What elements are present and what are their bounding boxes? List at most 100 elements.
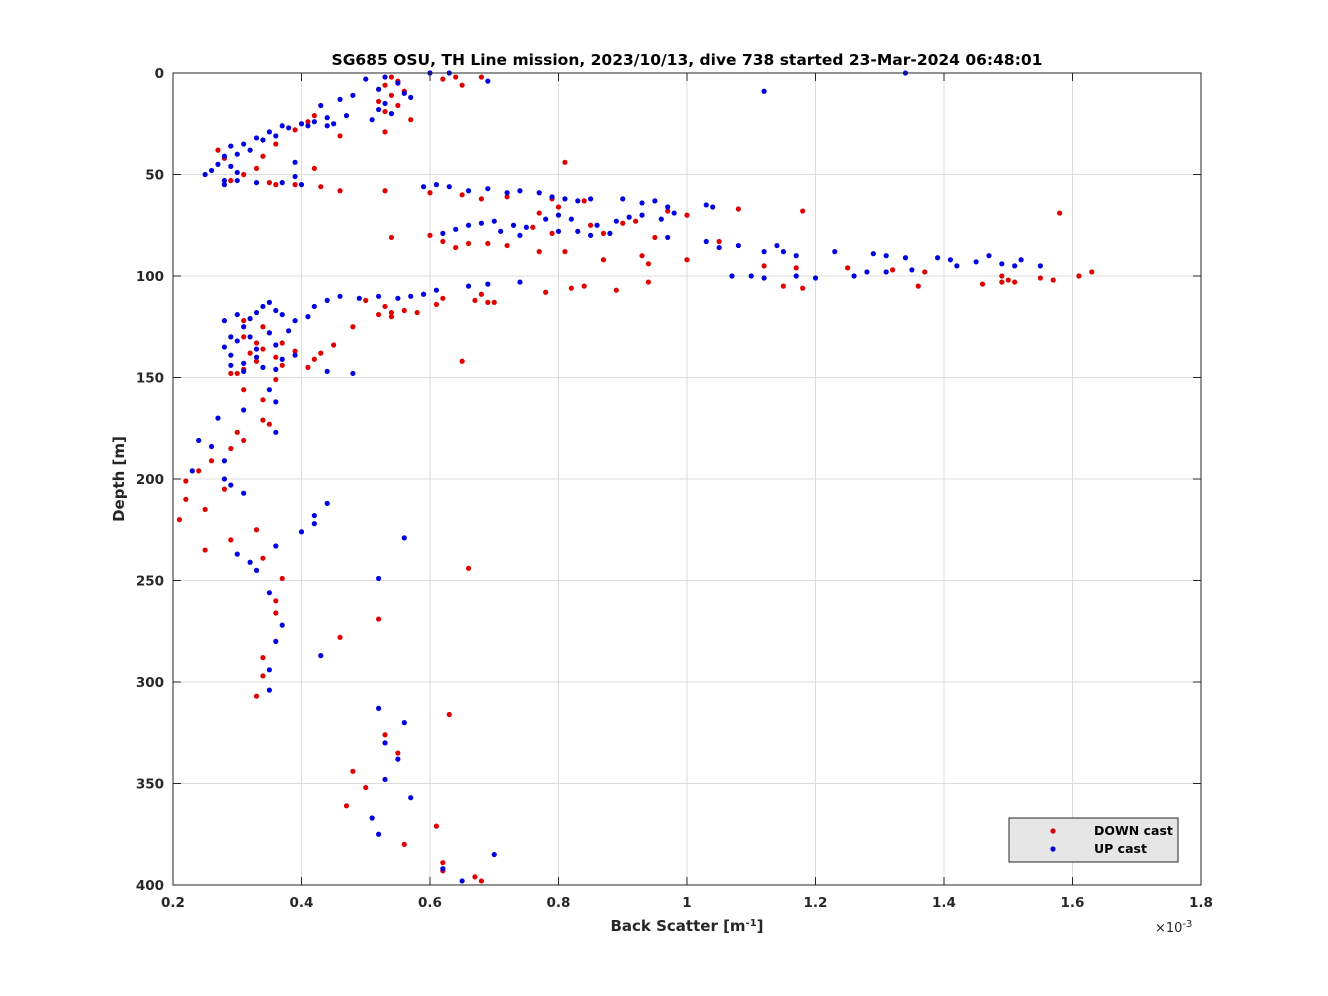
down-cast-point bbox=[459, 82, 465, 88]
up-cast-point bbox=[266, 667, 272, 673]
up-cast-point bbox=[273, 307, 279, 314]
down-cast-point bbox=[491, 299, 497, 305]
up-cast-point bbox=[215, 161, 221, 167]
x-tick-label: 0.2 bbox=[161, 895, 185, 911]
up-cast-point bbox=[954, 263, 960, 269]
down-cast-point bbox=[465, 240, 472, 247]
up-cast-point bbox=[253, 346, 260, 352]
down-cast-point bbox=[800, 285, 806, 291]
down-cast-point bbox=[318, 184, 324, 190]
y-tick-label: 200 bbox=[136, 472, 164, 488]
down-cast-point bbox=[183, 478, 189, 484]
up-cast-point bbox=[665, 204, 671, 210]
up-cast-point bbox=[266, 299, 272, 305]
down-cast-point bbox=[504, 194, 510, 200]
up-cast-point bbox=[273, 342, 279, 348]
down-cast-point bbox=[208, 458, 215, 464]
down-cast-point bbox=[337, 188, 343, 194]
up-cast-point bbox=[376, 705, 382, 711]
up-cast-point bbox=[485, 281, 491, 287]
up-cast-point bbox=[433, 287, 440, 293]
down-cast-point bbox=[279, 575, 285, 582]
up-cast-point bbox=[1018, 257, 1024, 263]
down-cast-point bbox=[800, 208, 806, 214]
up-cast-point bbox=[902, 255, 909, 261]
down-cast-point bbox=[1037, 275, 1043, 281]
up-cast-point bbox=[761, 249, 767, 255]
down-cast-point bbox=[228, 537, 234, 543]
up-cast-point bbox=[324, 297, 330, 303]
up-cast-point bbox=[241, 324, 247, 330]
up-cast-point bbox=[208, 443, 215, 450]
up-cast-point bbox=[382, 740, 388, 746]
x-tick-label: 0.6 bbox=[418, 895, 442, 911]
up-cast-point bbox=[761, 88, 767, 94]
x-tick-label: 1.2 bbox=[804, 895, 828, 911]
up-cast-point bbox=[266, 330, 272, 336]
y-tick-label: 250 bbox=[136, 574, 164, 590]
up-cast-point bbox=[568, 216, 574, 222]
down-cast-point bbox=[684, 212, 690, 218]
up-cast-point bbox=[703, 238, 709, 245]
down-cast-point bbox=[478, 74, 484, 80]
down-cast-point bbox=[241, 171, 247, 178]
up-cast-point bbox=[292, 352, 298, 358]
axis-ticks: 0.2 0.4 0.6 0.8 1 1.2 1.4 1.6 1.8 0 50 100 150 200 250… bbox=[136, 66, 1213, 911]
y-tick-label: 400 bbox=[136, 878, 164, 894]
down-cast-point bbox=[408, 117, 414, 123]
up-cast-point bbox=[247, 559, 253, 565]
down-cast-point bbox=[735, 206, 742, 212]
up-cast-point bbox=[202, 171, 208, 178]
down-cast-point bbox=[453, 74, 459, 80]
down-cast-point bbox=[478, 878, 484, 884]
x-tick-label: 1 bbox=[682, 895, 691, 911]
up-cast-point bbox=[517, 232, 523, 238]
down-cast-point bbox=[562, 249, 568, 255]
up-cast-point bbox=[376, 86, 382, 92]
up-cast-point bbox=[241, 141, 247, 147]
up-cast-point bbox=[311, 119, 317, 125]
up-cast-point bbox=[356, 295, 362, 301]
up-cast-point bbox=[234, 169, 240, 176]
down-cast-point bbox=[337, 634, 343, 640]
chart-title: SG685 OSU, TH Line mission, 2023/10/13, … bbox=[332, 51, 1043, 69]
down-cast-point bbox=[549, 230, 555, 236]
down-cast-point bbox=[555, 204, 562, 210]
down-cast-point bbox=[588, 222, 594, 228]
down-cast-point bbox=[183, 496, 189, 502]
up-cast-point bbox=[234, 338, 240, 344]
up-cast-point bbox=[292, 318, 298, 324]
down-cast-point bbox=[311, 165, 317, 172]
up-cast-point bbox=[279, 180, 285, 186]
down-cast-point bbox=[620, 220, 626, 226]
down-cast-point bbox=[382, 129, 388, 135]
x-tick-label: 1.6 bbox=[1061, 895, 1085, 911]
up-cast-point bbox=[517, 188, 523, 194]
up-cast-point bbox=[761, 275, 767, 281]
up-cast-point bbox=[266, 387, 272, 393]
down-cast-point bbox=[253, 527, 260, 533]
down-cast-point bbox=[395, 102, 401, 109]
down-cast-point bbox=[780, 283, 786, 289]
up-cast-point bbox=[279, 123, 285, 129]
y-tick-label: 50 bbox=[145, 168, 164, 184]
up-cast-point bbox=[376, 293, 382, 299]
up-cast-point bbox=[273, 133, 279, 139]
down-cast-point bbox=[266, 421, 272, 427]
up-cast-point bbox=[735, 242, 742, 249]
up-cast-point bbox=[331, 121, 337, 127]
up-cast-point bbox=[376, 575, 382, 582]
down-cast-point bbox=[1005, 277, 1011, 283]
up-cast-point bbox=[324, 123, 330, 129]
down-cast-point bbox=[485, 240, 491, 247]
up-cast-point bbox=[832, 249, 838, 255]
down-cast-point bbox=[684, 257, 690, 263]
up-cast-point bbox=[324, 368, 330, 375]
down-cast-point bbox=[273, 376, 279, 383]
up-cast-point bbox=[369, 117, 375, 123]
up-cast-point bbox=[221, 318, 227, 324]
up-cast-point bbox=[543, 216, 549, 222]
up-cast-point bbox=[864, 269, 870, 275]
down-cast-point bbox=[247, 350, 253, 356]
